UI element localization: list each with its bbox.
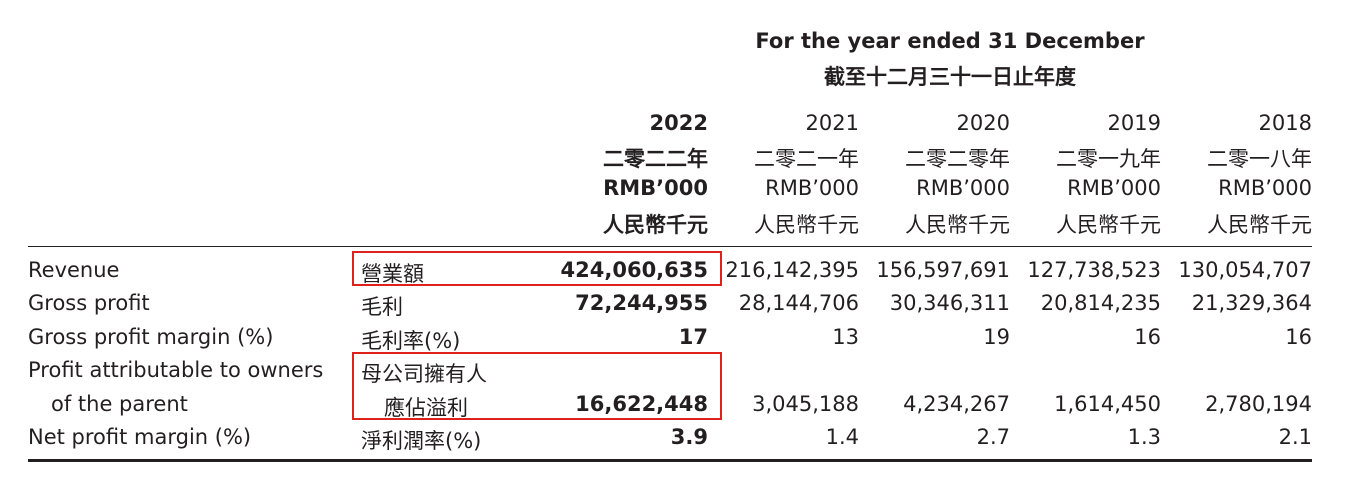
cell-profit-attributable-2020: 4,234,267 xyxy=(903,392,1010,416)
col-2022-unit-zh: 人民幣千元 xyxy=(603,213,708,237)
row-label-profit-attributable-zh-line2: 應佔溢利 xyxy=(384,396,468,420)
row-label-net-margin: Net profit margin (%) xyxy=(28,425,252,449)
table-title-zh: 截至十二月三十一日止年度 xyxy=(824,65,1076,89)
row-label-gross-profit-zh: 毛利 xyxy=(361,295,403,319)
col-2022-year-zh: 二零二二年 xyxy=(603,147,708,171)
cell-profit-attributable-2022: 16,622,448 xyxy=(575,392,708,416)
cell-gross-margin-2022: 17 xyxy=(678,325,708,349)
cell-gross-margin-2018: 16 xyxy=(1285,325,1312,349)
col-2021-unit-zh: 人民幣千元 xyxy=(754,213,859,237)
col-2022-unit-en: RMB’000 xyxy=(603,176,708,200)
header-divider xyxy=(28,246,1312,247)
col-2020-unit-zh: 人民幣千元 xyxy=(905,213,1010,237)
cell-net-margin-2022: 3.9 xyxy=(670,425,708,449)
cell-gross-margin-2020: 19 xyxy=(983,325,1010,349)
row-label-gross-profit: Gross profit xyxy=(28,291,150,315)
cell-gross-profit-2022: 72,244,955 xyxy=(575,291,708,315)
cell-net-margin-2020: 2.7 xyxy=(976,425,1010,449)
cell-profit-attributable-2021: 3,045,188 xyxy=(752,392,859,416)
cell-revenue-2019: 127,738,523 xyxy=(1027,258,1161,282)
highlight-box-profit-attributable xyxy=(352,352,722,420)
col-2020-year-zh: 二零二零年 xyxy=(905,147,1010,171)
footer-divider xyxy=(28,459,1312,462)
cell-gross-profit-2019: 20,814,235 xyxy=(1040,291,1161,315)
cell-revenue-2022: 424,060,635 xyxy=(560,258,708,282)
cell-gross-profit-2020: 30,346,311 xyxy=(889,291,1010,315)
col-2018-year-zh: 二零一八年 xyxy=(1207,147,1312,171)
row-label-revenue-zh: 營業額 xyxy=(361,262,424,286)
row-label-gross-margin-zh: 毛利率(%) xyxy=(361,329,461,353)
col-2018-year: 2018 xyxy=(1258,111,1312,135)
row-label-profit-attributable-line2: of the parent xyxy=(51,392,188,416)
col-2018-unit-en: RMB’000 xyxy=(1218,176,1312,200)
table-title-en: For the year ended 31 December xyxy=(755,29,1145,53)
col-2022-year: 2022 xyxy=(649,111,708,135)
cell-net-margin-2019: 1.3 xyxy=(1127,425,1161,449)
col-2020-unit-en: RMB’000 xyxy=(916,176,1010,200)
cell-revenue-2018: 130,054,707 xyxy=(1178,258,1312,282)
cell-profit-attributable-2019: 1,614,450 xyxy=(1054,392,1161,416)
col-2021-year: 2021 xyxy=(805,111,859,135)
row-label-revenue: Revenue xyxy=(28,258,120,282)
cell-gross-profit-2021: 28,144,706 xyxy=(738,291,859,315)
col-2021-year-zh: 二零二一年 xyxy=(754,147,859,171)
col-2021-unit-en: RMB’000 xyxy=(765,176,859,200)
cell-revenue-2021: 216,142,395 xyxy=(725,258,859,282)
cell-revenue-2020: 156,597,691 xyxy=(876,258,1010,282)
cell-gross-profit-2018: 21,329,364 xyxy=(1191,291,1312,315)
cell-gross-margin-2021: 13 xyxy=(832,325,859,349)
row-label-gross-margin: Gross profit margin (%) xyxy=(28,325,274,349)
row-label-profit-attributable: Profit attributable to owners xyxy=(28,358,324,382)
col-2018-unit-zh: 人民幣千元 xyxy=(1207,213,1312,237)
col-2019-year: 2019 xyxy=(1107,111,1161,135)
col-2020-year: 2020 xyxy=(956,111,1010,135)
row-label-net-margin-zh: 淨利潤率(%) xyxy=(361,429,482,453)
cell-net-margin-2021: 1.4 xyxy=(825,425,859,449)
col-2019-unit-zh: 人民幣千元 xyxy=(1056,213,1161,237)
cell-profit-attributable-2018: 2,780,194 xyxy=(1205,392,1312,416)
col-2019-unit-en: RMB’000 xyxy=(1067,176,1161,200)
col-2019-year-zh: 二零一九年 xyxy=(1056,147,1161,171)
cell-net-margin-2018: 2.1 xyxy=(1278,425,1312,449)
highlight-box-revenue xyxy=(352,251,722,286)
row-label-profit-attributable-zh: 母公司擁有人 xyxy=(361,362,487,386)
cell-gross-margin-2019: 16 xyxy=(1134,325,1161,349)
